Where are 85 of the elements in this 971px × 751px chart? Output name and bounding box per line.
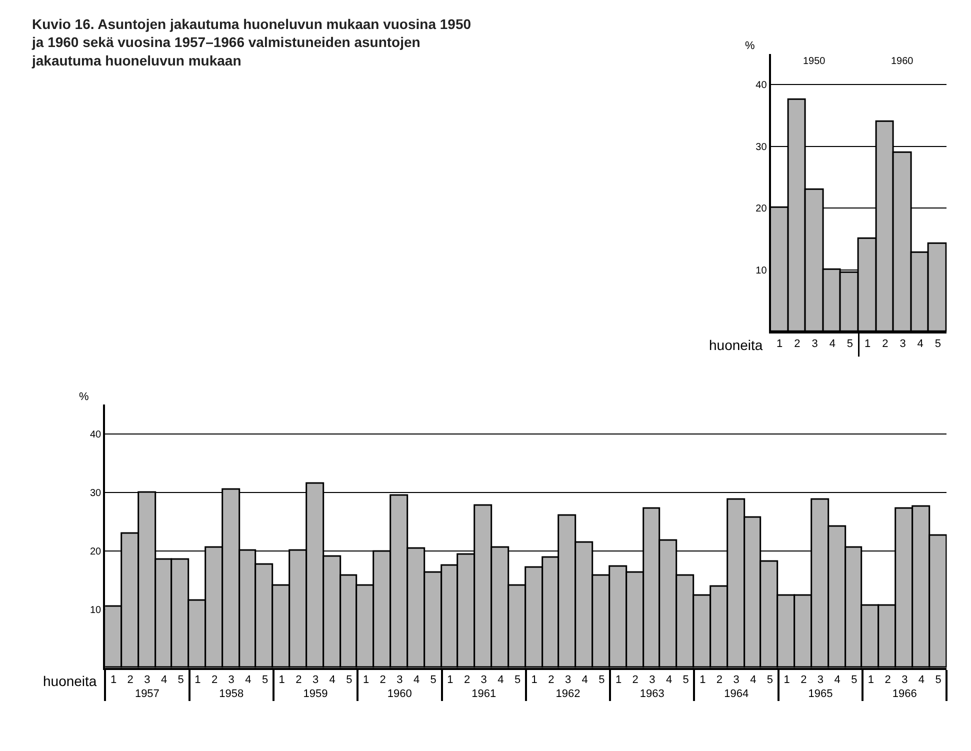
y-tick-label: 30: [756, 142, 768, 153]
x-tick-label: 1: [362, 674, 370, 686]
x-tick-label: 3: [480, 674, 487, 686]
x-tick-label: 2: [296, 674, 302, 686]
x-tick-label: 5: [346, 674, 352, 686]
x-tick-label: 4: [829, 338, 836, 350]
y-axis-title: %: [745, 40, 755, 52]
x-tick-label: 1: [278, 674, 285, 686]
text: 1962: [556, 688, 580, 700]
x-tick-label: 1: [864, 338, 871, 350]
x-tick-label: 3: [812, 338, 818, 350]
y-axis-title: %: [79, 391, 89, 403]
x-tick-label: 5: [682, 674, 689, 686]
text: 1959: [303, 688, 328, 700]
x-tick-label: 1: [194, 674, 201, 686]
y-tick-label: 20: [756, 204, 768, 215]
x-tick-label: 5: [935, 674, 942, 686]
y-tick-label: 10: [90, 604, 102, 616]
x-tick-label: 3: [312, 674, 319, 686]
x-tick-label: 4: [834, 674, 840, 686]
text: 1958: [219, 688, 244, 700]
y-tick-label: 10: [756, 265, 768, 276]
x-tick-label: 4: [498, 674, 504, 686]
x-tick-label: 2: [464, 674, 470, 686]
x-tick-label: 3: [902, 674, 908, 686]
x-axis-title: huoneita: [709, 337, 763, 353]
text: 1957: [134, 688, 160, 700]
y-tick-label: 40: [90, 429, 102, 440]
x-tick-label: 2: [884, 674, 891, 686]
x-tick-label: 3: [564, 674, 572, 686]
x-tick-label: 2: [127, 674, 134, 686]
x-tick-label: 3: [733, 674, 740, 686]
x-tick-label: 2: [800, 674, 807, 686]
x-tick-label: 4: [666, 674, 672, 686]
x-tick-label: 1: [110, 674, 117, 686]
x-tick-label: 4: [582, 674, 588, 686]
x-tick-label: 2: [211, 674, 218, 686]
x-tick-label: 5: [514, 674, 521, 686]
x-tick-label: 5: [262, 674, 268, 686]
x-tick-label: 2: [882, 338, 888, 350]
text: 1963: [640, 688, 664, 700]
x-tick-label: 4: [245, 674, 252, 686]
annotation: 1950: [803, 56, 826, 67]
x-tick-label: 4: [750, 674, 756, 686]
x-tick-label: 4: [413, 674, 420, 686]
chart-title: Kuvio 16. Asuntojen jakautuma huoneluvun mukaan vuosina 1950 ja 1960 sekä vuosina 1957–1966 valmistuneiden asuntojen jakautuma huoneluvun mukaan: [31, 16, 472, 68]
x-axis-title: huoneita: [43, 673, 97, 689]
x-tick-label: 5: [934, 338, 942, 350]
annotation: 1960: [891, 56, 914, 67]
x-tick-label: 3: [649, 674, 656, 686]
text: 1964: [724, 688, 749, 700]
x-tick-label: 2: [548, 674, 554, 686]
x-tick-label: 5: [846, 338, 854, 350]
text: 1960: [387, 688, 412, 700]
x-tick-label: 4: [329, 674, 336, 686]
x-tick-label: 2: [716, 674, 723, 686]
y-tick-label: 20: [90, 546, 102, 558]
x-tick-label: 4: [160, 674, 168, 686]
x-tick-label: 4: [917, 338, 924, 350]
text: 1965: [808, 688, 833, 700]
x-tick-label: 1: [531, 674, 538, 686]
x-tick-label: 3: [900, 338, 906, 350]
x-tick-label: 4: [918, 674, 925, 686]
y-tick-label: 40: [756, 80, 768, 92]
x-tick-label: 5: [598, 674, 605, 686]
x-tick-label: 3: [817, 674, 824, 686]
x-tick-label: 1: [447, 674, 454, 686]
x-tick-label: 1: [868, 674, 874, 686]
x-tick-label: 1: [784, 674, 790, 686]
x-tick-label: 5: [766, 674, 774, 686]
x-tick-label: 5: [430, 674, 436, 686]
x-tick-label: 5: [851, 674, 858, 686]
x-tick-label: 2: [380, 674, 386, 686]
y-tick-label: 30: [90, 488, 102, 499]
text: 1966: [892, 688, 917, 700]
x-tick-label: 3: [228, 674, 234, 686]
x-tick-label: 1: [776, 338, 783, 350]
x-tick-label: 3: [396, 674, 403, 686]
text: 1961: [472, 688, 496, 700]
x-tick-label: 2: [794, 338, 800, 350]
x-tick-label: 3: [144, 674, 150, 686]
x-tick-label: 2: [632, 674, 638, 686]
x-tick-label: 1: [700, 674, 706, 686]
x-tick-label: 1: [615, 674, 622, 686]
x-tick-label: 5: [178, 674, 184, 686]
